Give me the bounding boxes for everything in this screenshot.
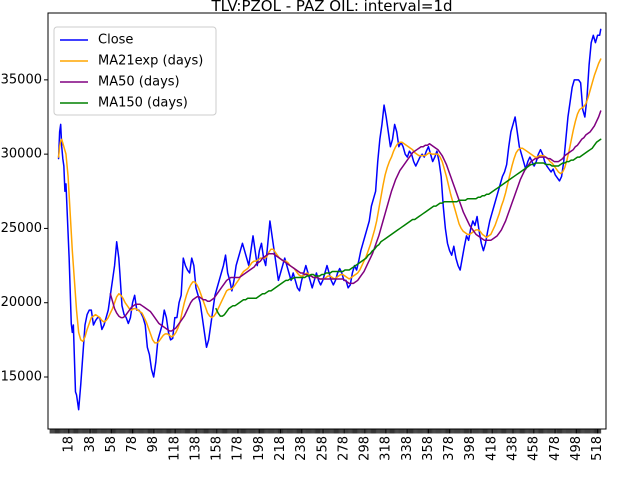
x-tick-label: 198 xyxy=(252,436,267,461)
y-tick-label: 15000 xyxy=(1,370,42,385)
x-tick-label: 38 xyxy=(83,436,98,453)
legend: Close MA21exp (days) MA50 (days) MA150 (day… xyxy=(53,26,217,116)
legend-label: MA150 (days) xyxy=(98,96,188,111)
x-tick-label: 278 xyxy=(336,436,351,461)
chart-title: TLV:PZOL - PAZ OIL: interval=1d xyxy=(210,0,452,15)
x-tick-label: 18 xyxy=(62,436,77,453)
series-line-2 xyxy=(109,110,602,332)
x-tick-label: 98 xyxy=(146,436,161,453)
axes-layer: 18 38 58 78 98 118 138 158 178 198 218 238 258 278 298… xyxy=(1,12,607,461)
x-tick-label: 518 xyxy=(590,436,605,461)
legend-label: MA21exp (days) xyxy=(98,54,203,69)
x-tick-label: 298 xyxy=(358,436,373,461)
x-tick-label: 138 xyxy=(188,436,203,461)
x-tick-label: 318 xyxy=(379,436,394,461)
x-tick-label: 238 xyxy=(294,436,309,461)
x-tick-label: 438 xyxy=(506,436,521,461)
y-tick-label: 35000 xyxy=(1,72,42,87)
x-tick-label: 358 xyxy=(421,436,436,461)
x-tick-label: 258 xyxy=(315,436,330,461)
x-tick-label: 218 xyxy=(273,436,288,461)
x-tick-label: 418 xyxy=(484,436,499,461)
legend-label: MA50 (days) xyxy=(98,75,180,90)
x-tick-label: 178 xyxy=(231,436,246,461)
x-tick-label: 458 xyxy=(527,436,542,461)
x-tick-label: 338 xyxy=(400,436,415,461)
x-tick-label: 478 xyxy=(548,436,563,461)
x-tick-label: 158 xyxy=(210,436,225,461)
y-tick-label: 20000 xyxy=(1,295,42,310)
y-tick-label: 30000 xyxy=(1,147,42,162)
x-tick-label: 398 xyxy=(463,436,478,461)
legend-box xyxy=(53,26,217,116)
series-layer xyxy=(57,28,602,411)
x-tick-label: 118 xyxy=(167,436,182,461)
x-tick-label: 498 xyxy=(569,436,584,461)
x-tick-label: 378 xyxy=(442,436,457,461)
x-tick-label: 58 xyxy=(104,436,119,453)
series-line-3 xyxy=(215,138,602,317)
legend-label: Close xyxy=(98,33,133,48)
y-tick-label: 25000 xyxy=(1,221,42,236)
series-line-1 xyxy=(57,58,602,344)
x-tick-label: 78 xyxy=(125,436,140,453)
